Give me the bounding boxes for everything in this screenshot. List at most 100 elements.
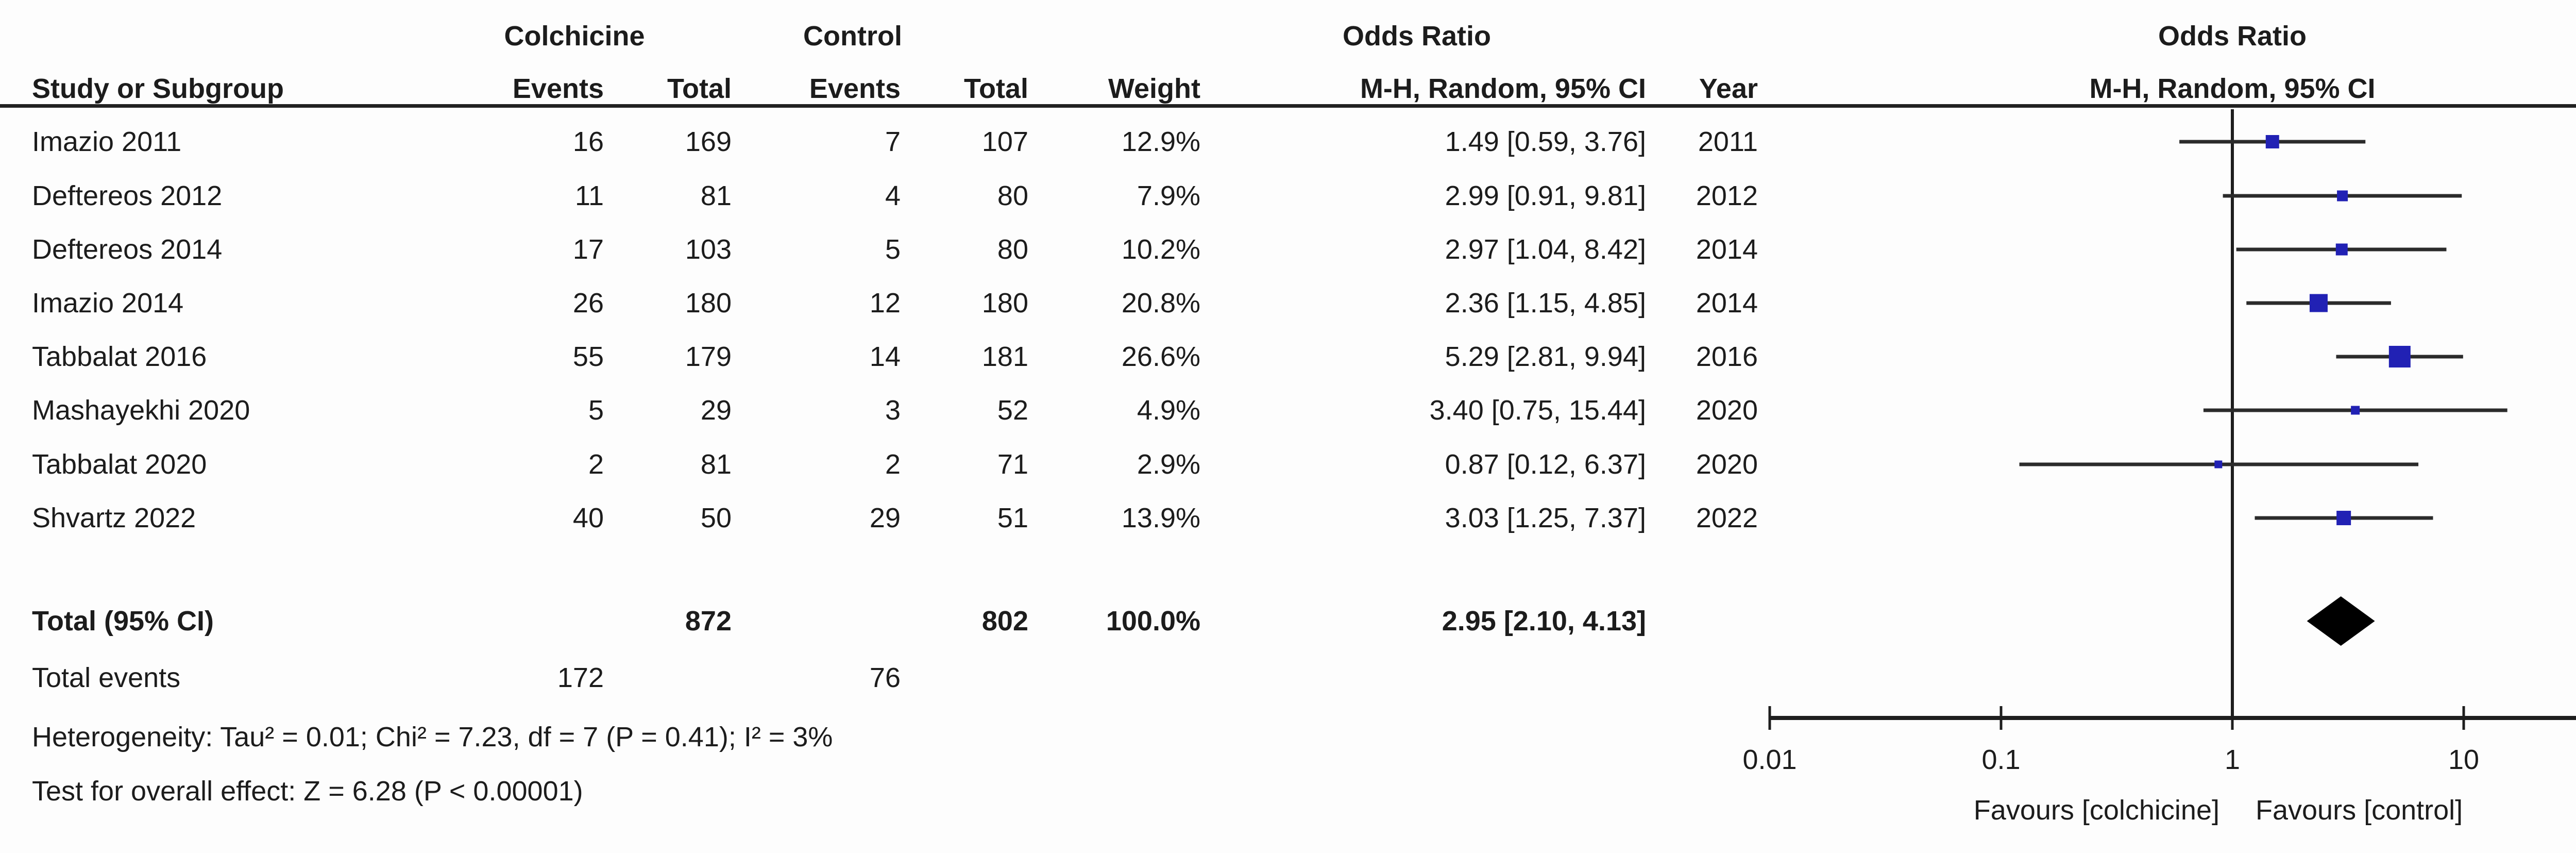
year-value: 2011 <box>1698 126 1758 157</box>
total-colchicine: 180 <box>685 288 732 319</box>
axis-tick-label: 10 <box>2448 744 2479 775</box>
table-row: Shvartz 2022 40 50 29 51 13.9% 3.03 [1.2… <box>0 501 2576 534</box>
group-header-odds-ratio-left: Odds Ratio <box>1342 21 1492 52</box>
group-header-control: Control <box>803 21 902 52</box>
total-control: 80 <box>997 234 1028 265</box>
total-colchicine: 169 <box>685 126 732 157</box>
col-header-total2: Total <box>964 73 1028 104</box>
events-colchicine: 11 <box>574 180 604 211</box>
group-header-odds-ratio-right: Odds Ratio <box>2158 21 2307 52</box>
year-value: 2020 <box>1696 395 1758 426</box>
table-row: Tabbalat 2016 55 179 14 181 26.6% 5.29 [… <box>0 340 2576 373</box>
axis-tick-label: 0.1 <box>1981 744 2020 775</box>
study-name: Mashayekhi 2020 <box>32 395 250 426</box>
events-colchicine: 5 <box>588 395 604 426</box>
or-ci-value: 2.97 [1.04, 8.42] <box>1445 234 1646 265</box>
axis-tick-label: 1 <box>2225 744 2240 775</box>
study-name: Imazio 2011 <box>32 126 182 157</box>
total-or-ci: 2.95 [2.10, 4.13] <box>1442 606 1646 637</box>
or-marker-square <box>2337 190 2348 202</box>
table-row: Deftereos 2014 17 103 5 80 10.2% 2.97 [1… <box>0 233 2576 266</box>
total-control: 181 <box>981 341 1028 372</box>
year-value: 2020 <box>1696 449 1758 480</box>
events-colchicine: 40 <box>572 503 604 533</box>
total-colchicine: 50 <box>700 503 732 533</box>
or-ci-value: 2.36 [1.15, 4.85] <box>1445 288 1646 319</box>
or-ci-value: 2.99 [0.91, 9.81] <box>1445 180 1646 211</box>
study-name: Deftereos 2012 <box>32 180 223 211</box>
weight-value: 10.2% <box>1121 234 1200 265</box>
total-weight: 100.0% <box>1106 606 1200 637</box>
total-colchicine: 81 <box>700 449 732 480</box>
total-control-n: 802 <box>981 606 1028 637</box>
or-marker-square <box>2309 294 2328 312</box>
favours-right-label: Favours [control] <box>2256 795 2463 826</box>
weight-value: 7.9% <box>1137 180 1200 211</box>
study-name: Deftereos 2014 <box>32 234 223 265</box>
col-header-study: Study or Subgroup <box>32 73 284 104</box>
events-control: 14 <box>869 341 901 372</box>
total-control: 71 <box>997 449 1028 480</box>
year-value: 2016 <box>1696 341 1758 372</box>
total-row: Total (95% CI) 872 802 100.0% 2.95 [2.10… <box>0 605 2576 638</box>
total-events-label: Total events <box>32 662 181 693</box>
table-row: Mashayekhi 2020 5 29 3 52 4.9% 3.40 [0.7… <box>0 394 2576 427</box>
or-marker-square <box>2388 346 2411 367</box>
total-colchicine-n: 872 <box>685 606 732 637</box>
events-control: 4 <box>885 180 901 211</box>
weight-value: 26.6% <box>1121 341 1200 372</box>
or-ci-value: 3.03 [1.25, 7.37] <box>1445 503 1646 533</box>
year-value: 2014 <box>1696 234 1758 265</box>
total-colchicine: 81 <box>700 180 732 211</box>
total-events-colchicine: 172 <box>557 662 604 693</box>
header-underline <box>0 104 2576 108</box>
or-marker-square <box>2351 406 2360 415</box>
col-header-weight: Weight <box>1108 73 1200 104</box>
year-value: 2012 <box>1696 180 1758 211</box>
total-diamond <box>2307 596 2375 646</box>
col-header-total1: Total <box>667 73 732 104</box>
or-ci-value: 3.40 [0.75, 15.44] <box>1429 395 1646 426</box>
column-header-row: Study or Subgroup Events Total Events To… <box>0 72 2576 105</box>
table-row: Tabbalat 2020 2 81 2 71 2.9% 0.87 [0.12,… <box>0 448 2576 481</box>
events-control: 7 <box>885 126 901 157</box>
or-marker-square <box>2336 511 2351 525</box>
table-row: Imazio 2011 16 169 7 107 12.9% 1.49 [0.5… <box>0 125 2576 158</box>
or-ci-value: 0.87 [0.12, 6.37] <box>1445 449 1646 480</box>
events-colchicine: 26 <box>572 288 604 319</box>
table-row: Imazio 2014 26 180 12 180 20.8% 2.36 [1.… <box>0 287 2576 320</box>
total-events-control: 76 <box>869 662 901 693</box>
events-colchicine: 55 <box>572 341 604 372</box>
col-header-year: Year <box>1699 73 1758 104</box>
total-colchicine: 29 <box>700 395 732 426</box>
or-marker-square <box>2335 243 2348 256</box>
col-header-mh-ci: M-H, Random, 95% CI <box>1360 73 1646 104</box>
year-value: 2022 <box>1696 503 1758 533</box>
weight-value: 20.8% <box>1121 288 1200 319</box>
events-colchicine: 17 <box>572 234 604 265</box>
events-control: 3 <box>885 395 901 426</box>
table-row: Deftereos 2012 11 81 4 80 7.9% 2.99 [0.9… <box>0 179 2576 212</box>
events-colchicine: 16 <box>572 126 604 157</box>
weight-value: 13.9% <box>1121 503 1200 533</box>
overall-effect-text: Test for overall effect: Z = 6.28 (P < 0… <box>32 776 583 807</box>
total-colchicine: 103 <box>685 234 732 265</box>
events-control: 12 <box>869 288 901 319</box>
weight-value: 12.9% <box>1121 126 1200 157</box>
events-control: 29 <box>869 503 901 533</box>
weight-value: 4.9% <box>1137 395 1200 426</box>
weight-value: 2.9% <box>1137 449 1200 480</box>
or-marker-square <box>2214 460 2223 469</box>
group-header-colchicine: Colchicine <box>504 21 645 52</box>
col-header-events2: Events <box>809 73 901 104</box>
study-name: Imazio 2014 <box>32 288 184 319</box>
events-colchicine: 2 <box>588 449 604 480</box>
total-colchicine: 179 <box>685 341 732 372</box>
total-control: 51 <box>997 503 1028 533</box>
or-marker-square <box>2265 135 2279 148</box>
total-control: 52 <box>997 395 1028 426</box>
col-header-events1: Events <box>512 73 604 104</box>
heterogeneity-text: Heterogeneity: Tau² = 0.01; Chi² = 7.23,… <box>32 722 833 752</box>
